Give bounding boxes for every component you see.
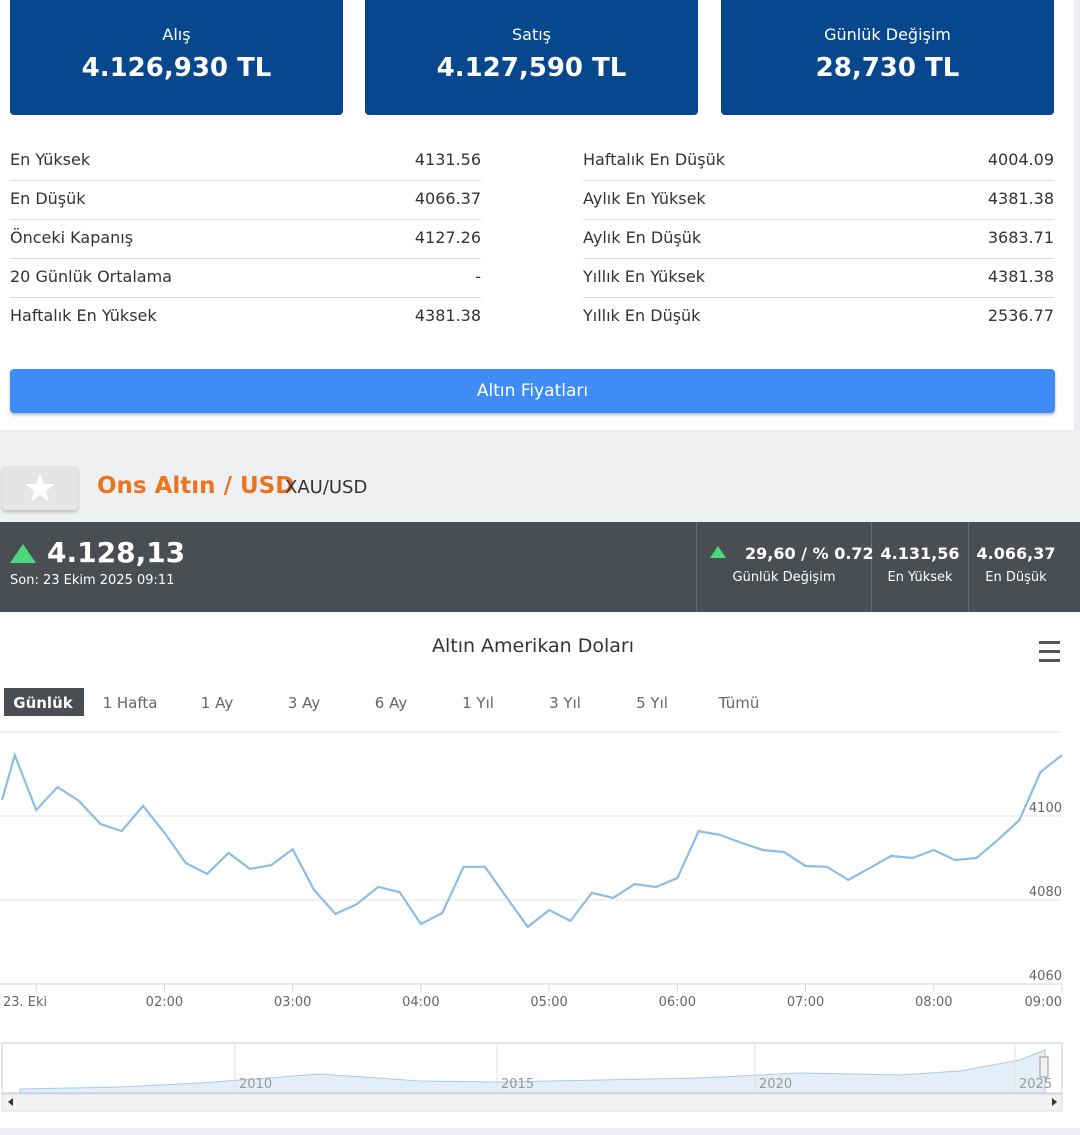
high-label: En Yüksek xyxy=(887,570,953,585)
x-tick-label: 05:00 xyxy=(530,995,567,1010)
range-button[interactable]: 3 Yıl xyxy=(549,694,581,712)
stat-value: 2536.77 xyxy=(987,306,1054,325)
stat-label: Haftalık En Düşük xyxy=(583,150,726,169)
range-button[interactable]: Günlük xyxy=(13,694,73,712)
y-tick-label: 4100 xyxy=(1029,801,1062,816)
price-card xyxy=(10,0,343,115)
stat-value: 4381.38 xyxy=(987,189,1054,208)
up-arrow xyxy=(710,546,726,558)
stat-value: 4381.38 xyxy=(414,306,481,325)
price-card xyxy=(721,0,1054,115)
side-strip xyxy=(1074,0,1080,453)
card-value: 28,730 TL xyxy=(815,53,960,83)
row-divider xyxy=(583,297,1054,298)
row-divider xyxy=(10,297,481,298)
high: 4.131,56 xyxy=(880,544,960,563)
menu-icon[interactable] xyxy=(1039,641,1060,644)
range-button[interactable]: 5 Yıl xyxy=(636,694,668,712)
chart: Altın Amerikan Doları Günlük 1 Hafta 1 Ay 3 … xyxy=(0,635,1063,1112)
x-tick-label: 09:00 xyxy=(1025,995,1062,1010)
cell-divider xyxy=(968,522,969,612)
card-label: Satış xyxy=(511,25,551,44)
menu-icon[interactable] xyxy=(1039,650,1060,653)
stat-value: 4127.26 xyxy=(414,228,481,247)
change: 29,60 / % 0.72 xyxy=(745,544,874,563)
x-tick-label: 03:00 xyxy=(274,995,311,1010)
scrollbar[interactable] xyxy=(1,1093,1063,1112)
x-tick-label: 07:00 xyxy=(787,995,824,1010)
card-label: Günlük Değişim xyxy=(824,25,951,44)
bottom-strip xyxy=(0,1128,1080,1135)
x-tick-label: 02:00 xyxy=(146,995,183,1010)
y-tick-label: 4080 xyxy=(1029,885,1062,900)
navigator-label: 2020 xyxy=(759,1077,792,1092)
stat-label: Aylık En Düşük xyxy=(583,228,702,247)
x-tick-label: 04:00 xyxy=(402,995,439,1010)
stat-label: Aylık En Yüksek xyxy=(583,189,706,208)
instrument-name: Ons Altın / USD xyxy=(97,473,295,499)
updated: Son: 23 Ekim 2025 09:11 xyxy=(10,573,175,588)
row-divider xyxy=(583,258,1054,259)
row-divider xyxy=(10,258,481,259)
change-label: Günlük Değişim xyxy=(732,570,836,585)
range-button[interactable]: 1 Hafta xyxy=(103,694,158,712)
stat-value: - xyxy=(475,267,481,286)
chart-title: Altın Amerikan Doları xyxy=(432,635,634,657)
range-button[interactable]: 3 Ay xyxy=(288,694,321,712)
row-divider xyxy=(10,180,481,181)
prices-button[interactable]: Altın Fiyatları xyxy=(10,369,1055,413)
row-divider xyxy=(583,180,1054,181)
low-label: En Düşük xyxy=(985,570,1047,585)
price-line xyxy=(0,751,1063,929)
row-divider xyxy=(10,219,481,220)
card-label: Alış xyxy=(162,25,191,44)
stat-label: Haftalık En Yüksek xyxy=(10,306,157,325)
cell-divider xyxy=(871,522,872,612)
menu-icon[interactable] xyxy=(1039,659,1060,662)
card-value: 4.127,590 TL xyxy=(436,53,627,83)
scroll-left[interactable] xyxy=(8,1098,13,1106)
low: 4.066,37 xyxy=(976,544,1056,563)
card-value: 4.126,930 TL xyxy=(81,53,272,83)
range-button-bg[interactable] xyxy=(4,688,84,716)
scroll-right[interactable] xyxy=(1052,1098,1057,1106)
instrument-header xyxy=(0,430,1080,522)
stat-label: Yıllık En Düşük xyxy=(583,306,701,325)
instrument-symbol: XAU/USD xyxy=(285,477,368,498)
stat-value: 4066.37 xyxy=(414,189,481,208)
row-divider xyxy=(583,219,1054,220)
navigator-label: 2025 xyxy=(1019,1077,1052,1092)
stat-label: Önceki Kapanış xyxy=(10,228,134,247)
stat-value: 4381.38 xyxy=(987,267,1054,286)
favorite-button[interactable] xyxy=(2,466,78,510)
x-tick-label: 06:00 xyxy=(659,995,696,1010)
cell-divider xyxy=(696,522,697,612)
navigator-label: 2015 xyxy=(501,1077,534,1092)
stat-value: 4131.56 xyxy=(414,150,481,169)
x-tick-label: 08:00 xyxy=(915,995,952,1010)
stat-label: En Düşük xyxy=(10,189,86,208)
stat-value: 3683.71 xyxy=(987,228,1054,247)
price-card xyxy=(365,0,698,115)
x-tick-label: 23. Eki xyxy=(3,995,47,1010)
stat-label: 20 Günlük Ortalama xyxy=(10,267,172,286)
range-button[interactable]: Tümü xyxy=(718,694,760,712)
navigator-label: 2010 xyxy=(239,1077,272,1092)
price: 4.128,13 xyxy=(47,536,186,569)
stat-label: Yıllık En Yüksek xyxy=(583,267,706,286)
range-button[interactable]: 6 Ay xyxy=(375,694,408,712)
range-button[interactable]: 1 Yıl xyxy=(462,694,494,712)
star-icon xyxy=(25,474,55,502)
stat-label: En Yüksek xyxy=(10,150,91,169)
up-arrow xyxy=(10,544,36,563)
navigator-handle[interactable] xyxy=(1039,1056,1049,1078)
stat-value: 4004.09 xyxy=(987,150,1054,169)
y-tick-label: 4060 xyxy=(1029,969,1062,984)
range-button[interactable]: 1 Ay xyxy=(201,694,234,712)
quote-bar xyxy=(0,522,1080,612)
